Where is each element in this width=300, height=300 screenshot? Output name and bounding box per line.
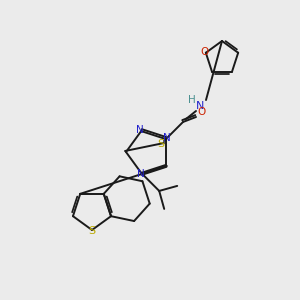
Text: N: N xyxy=(136,125,144,135)
Text: O: O xyxy=(201,47,209,57)
Text: S: S xyxy=(158,139,165,149)
Text: H: H xyxy=(188,95,196,105)
Text: N: N xyxy=(163,133,171,143)
Text: N: N xyxy=(196,101,204,111)
Text: O: O xyxy=(197,107,205,117)
Text: S: S xyxy=(88,226,96,236)
Text: N: N xyxy=(137,169,145,179)
